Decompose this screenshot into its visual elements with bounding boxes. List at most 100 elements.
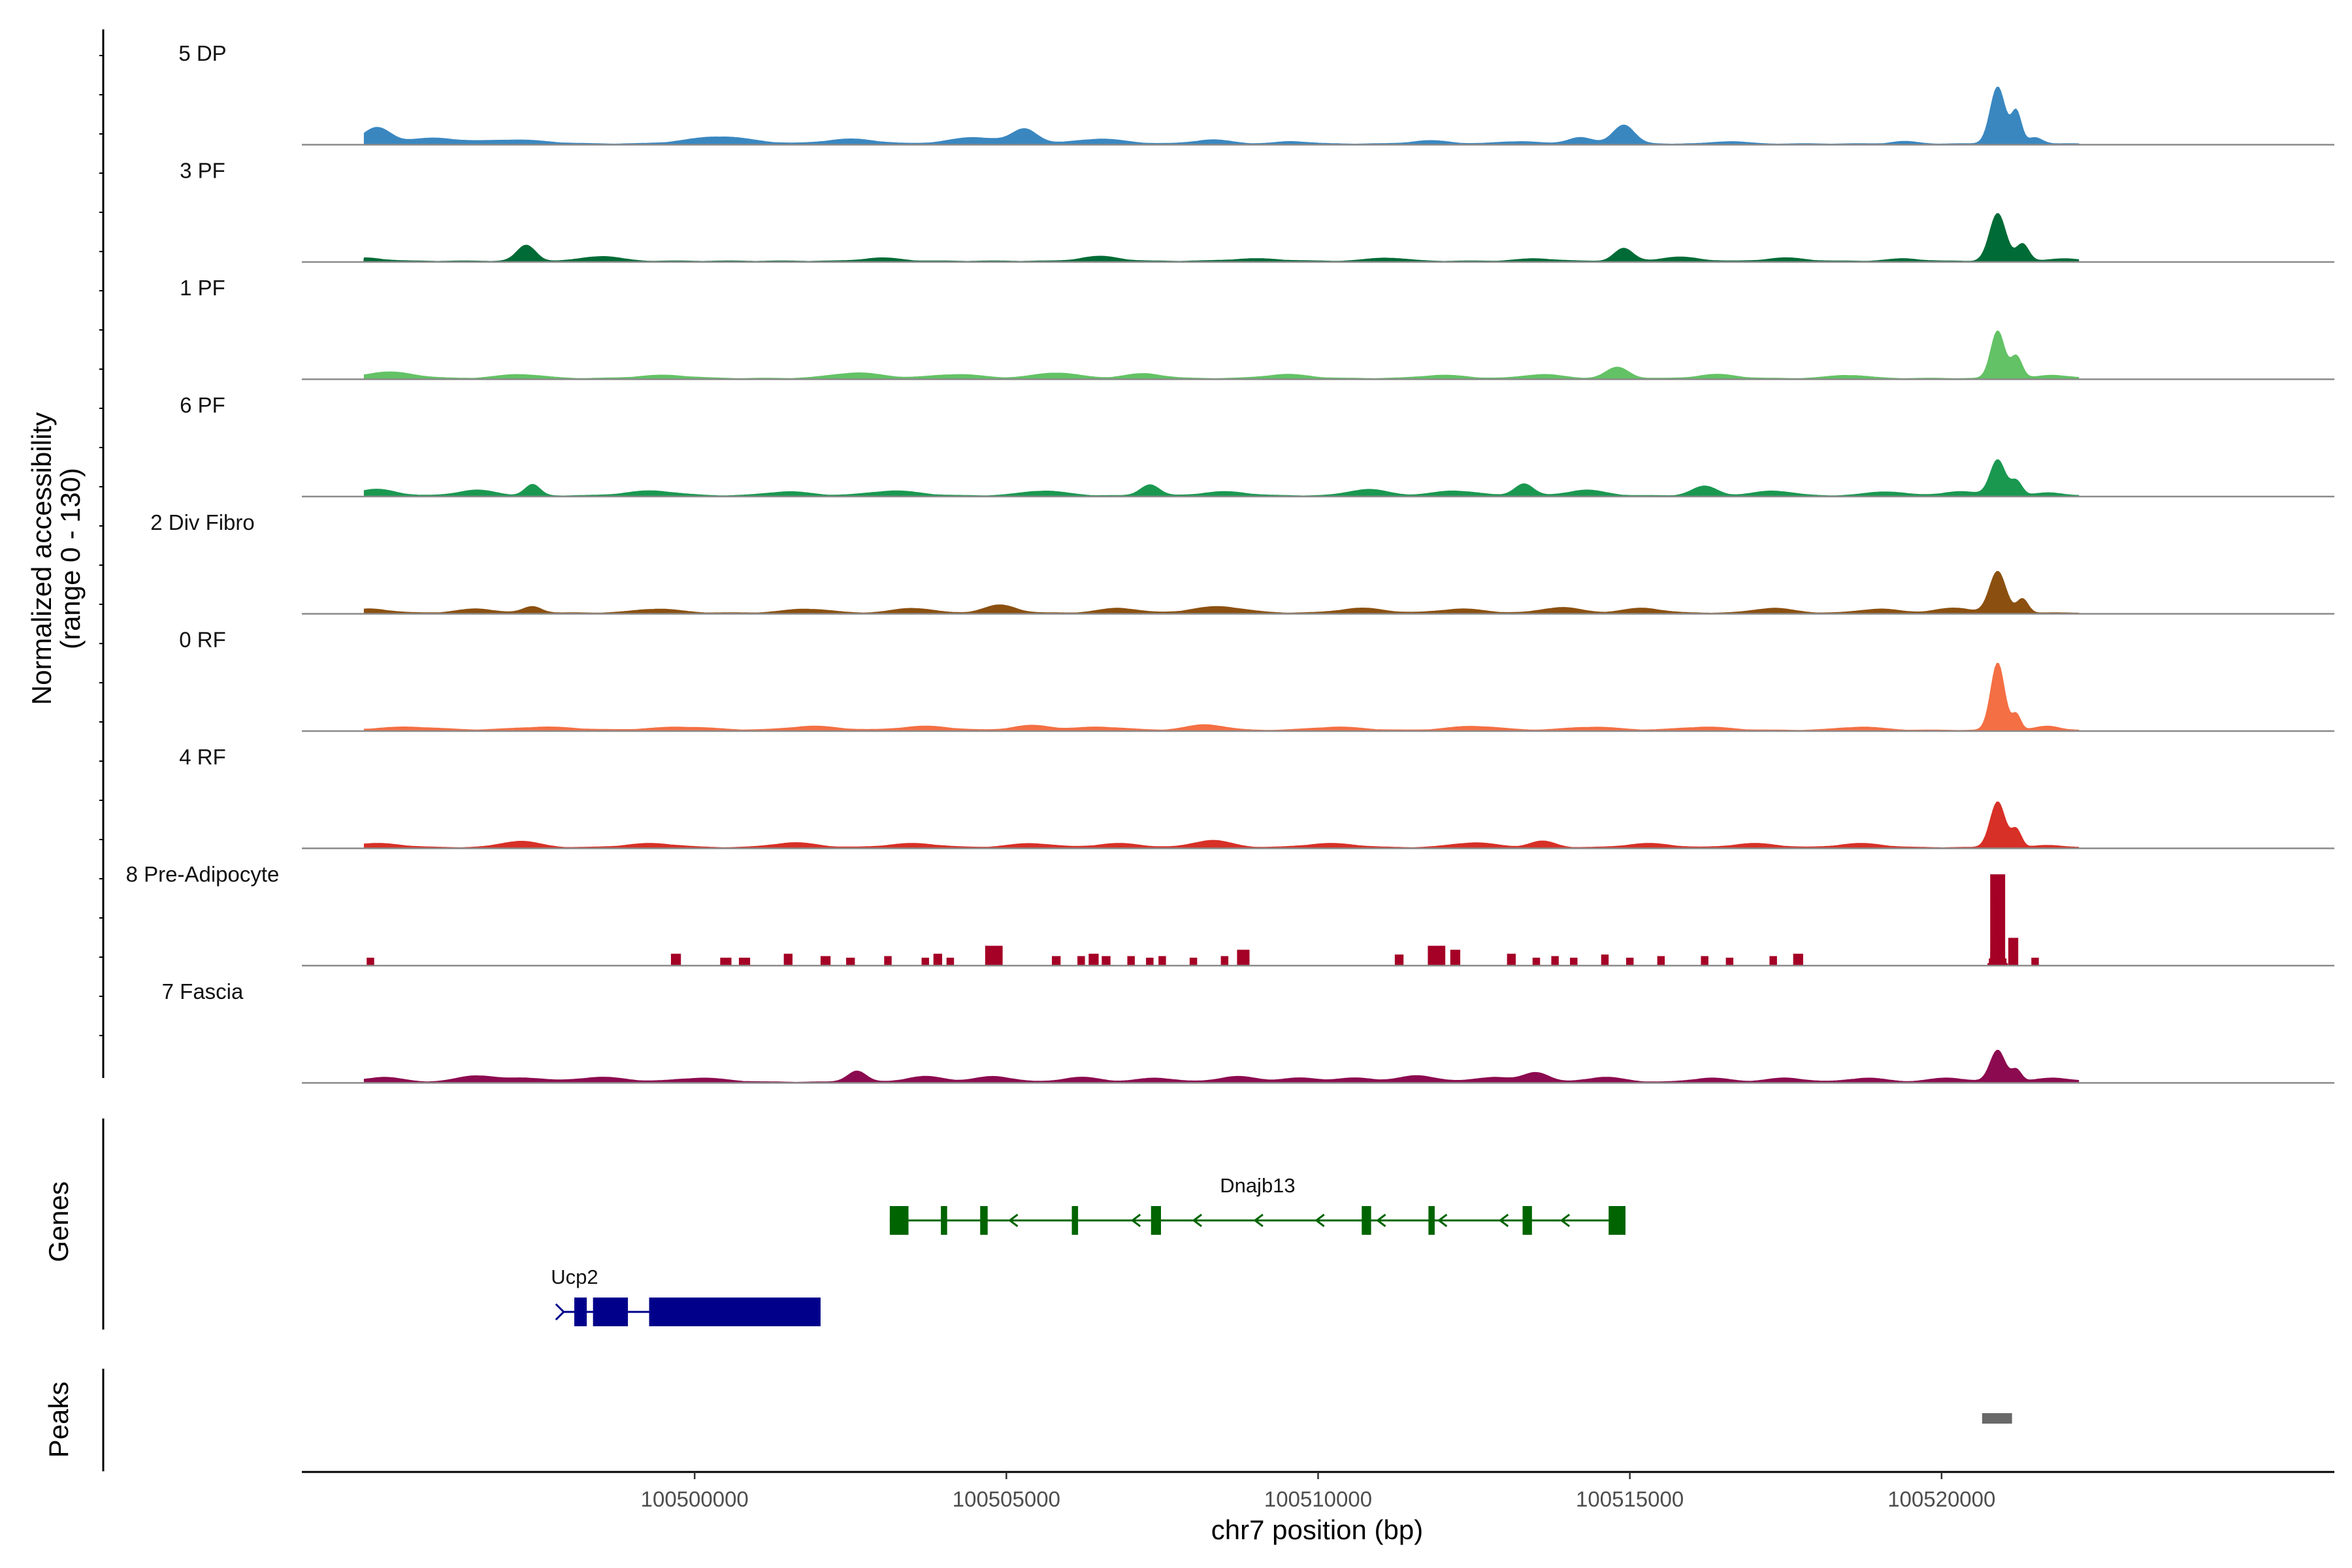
accessibility-peak [1052, 956, 1061, 966]
accessibility-peak [1220, 956, 1229, 966]
gene-exon [1071, 1206, 1079, 1235]
strand-arrow [1130, 1213, 1141, 1228]
gene-exon [1362, 1206, 1371, 1235]
accessibility-peak [2002, 958, 2007, 966]
track-1-pf: 1 PF [180, 276, 2334, 380]
y-axis-title-line2: (range 0 - 130) [55, 468, 86, 649]
track-0-rf: 0 RF [179, 628, 2334, 732]
x-tick-label: 100520000 [1887, 1487, 1995, 1511]
accessibility-peak [985, 945, 1003, 966]
x-tick-label: 100500000 [641, 1487, 749, 1511]
gene-exon [889, 1206, 909, 1235]
gene-exon [649, 1298, 821, 1326]
accessibility-peak [1088, 953, 1099, 966]
accessibility-peak [1102, 956, 1111, 966]
accessibility-area [363, 459, 2080, 497]
accessibility-peak [1158, 956, 1166, 966]
strand-arrow [1315, 1213, 1325, 1228]
accessibility-area [363, 331, 2080, 380]
strand-arrow [1376, 1213, 1386, 1228]
y-axis-title-line1: Normalized accessibility [26, 412, 57, 705]
accessibility-peak [1394, 954, 1404, 966]
track-label: 7 Fascia [162, 979, 244, 1004]
accessibility-peak [1551, 956, 1559, 966]
gene-annotations: Dnajb13 Ucp2 [551, 1174, 1625, 1326]
accessibility-area [363, 662, 2080, 732]
gene-dnajb13: Dnajb13 [889, 1174, 1625, 1235]
strand-arrow [1498, 1213, 1509, 1228]
track-5-dp: 5 DP [178, 41, 2334, 146]
track-2-div-fibro: 2 Div Fibro [150, 510, 2334, 615]
track-6-pf: 6 PF [180, 393, 2334, 498]
accessibility-peak [820, 956, 831, 966]
gene-ucp2: Ucp2 [551, 1266, 821, 1326]
strand-arrow [1192, 1213, 1202, 1228]
gene-exon [593, 1298, 629, 1326]
coverage-y-axis [99, 29, 105, 1078]
track-7-fascia: 7 Fascia [162, 979, 2334, 1084]
gene-exon [980, 1206, 988, 1235]
track-label: 3 PF [180, 159, 225, 183]
coverage-tracks: 5 DP 3 PF 1 PF 6 PF 2 Div Fibro 0 RF 4 RF 8 Pre… [126, 41, 2334, 1084]
peaks-panel-title: Peaks [43, 1382, 74, 1458]
accessibility-area [363, 801, 2080, 849]
accessibility-area [363, 213, 2080, 263]
track-label: 0 RF [179, 628, 226, 652]
peak-regions [1982, 1413, 2012, 1424]
strand-arrow [1008, 1213, 1019, 1228]
accessibility-peak [921, 957, 930, 966]
gene-label: Ucp2 [551, 1266, 598, 1288]
x-axis-title: chr7 position (bp) [1211, 1514, 1424, 1545]
track-label: 8 Pre-Adipocyte [126, 862, 280, 887]
accessibility-peak [783, 953, 793, 966]
accessibility-peak [738, 957, 751, 966]
x-tick-label: 100505000 [953, 1487, 1060, 1511]
accessibility-peak [367, 957, 374, 966]
strand-arrow [1253, 1213, 1264, 1228]
x-tick-label: 100510000 [1264, 1487, 1372, 1511]
accessibility-peak [884, 956, 892, 966]
accessibility-peak [2004, 963, 2008, 966]
accessibility-peak [1450, 949, 1461, 966]
accessibility-peak [670, 953, 681, 966]
genes-panel-title: Genes [43, 1181, 74, 1262]
track-label: 5 DP [178, 41, 226, 65]
accessibility-peak [1999, 933, 2004, 966]
accessibility-peak [1725, 957, 1734, 966]
gene-label: Dnajb13 [1220, 1174, 1295, 1197]
gene-exon [1428, 1206, 1435, 1235]
gene-exon [1522, 1206, 1532, 1235]
gene-exon [1609, 1206, 1625, 1235]
accessibility-area [363, 86, 2080, 145]
accessibility-peak [1532, 957, 1541, 966]
accessibility-peak [1146, 957, 1154, 966]
track-label: 4 RF [179, 745, 226, 769]
accessibility-peak [1601, 954, 1609, 966]
accessibility-peak [933, 953, 943, 966]
y-axis-title: Normalized accessibility (range 0 - 130) [26, 412, 86, 705]
accessibility-peak [1127, 956, 1135, 966]
track-label: 6 PF [180, 393, 225, 417]
accessibility-peak [946, 957, 955, 966]
accessibility-peak [1189, 957, 1198, 966]
track-4-rf: 4 RF [179, 745, 2334, 849]
accessibility-area [363, 1049, 2080, 1083]
gene-exon [574, 1298, 587, 1326]
track-3-pf: 3 PF [180, 159, 2334, 263]
x-axis-ticks: 100500000 100505000 100510000 100515000 1005… [641, 1472, 1995, 1511]
accessibility-peak [1507, 953, 1516, 966]
accessibility-peak [2031, 957, 2039, 966]
accessibility-peak [1701, 956, 1708, 966]
accessibility-area [363, 570, 2080, 614]
track-label: 1 PF [180, 276, 225, 300]
accessibility-peak [1570, 957, 1578, 966]
peak-region [1982, 1413, 2012, 1424]
strand-arrow [1437, 1213, 1448, 1228]
accessibility-peak [1077, 956, 1085, 966]
strand-arrow [1560, 1213, 1571, 1228]
accessibility-peak [846, 957, 855, 966]
accessibility-peak [1625, 957, 1634, 966]
track-label: 2 Div Fibro [150, 510, 255, 534]
gene-exon [941, 1206, 947, 1235]
